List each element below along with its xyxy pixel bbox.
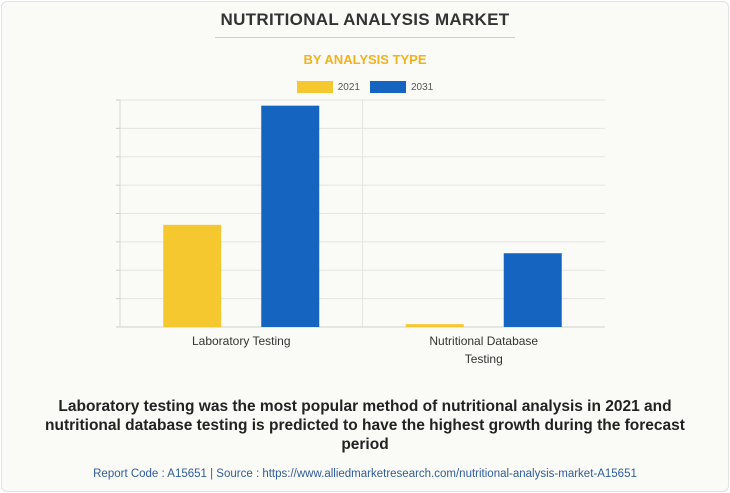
title-divider (215, 37, 515, 38)
source-footer[interactable]: Report Code : A15651 | Source : https://… (93, 468, 637, 480)
legend: 2021 2031 (0, 80, 730, 94)
legend-swatch-2021 (296, 81, 333, 93)
legend-swatch-2031 (370, 81, 406, 93)
chart-caption: Laboratory testing was the most popular … (45, 398, 685, 453)
legend-item-2031[interactable]: 2031 (370, 80, 433, 94)
bar-chart: Laboratory Testing Nutritional Database Te… (116, 99, 605, 366)
legend-item-2021[interactable]: 2021 (296, 80, 360, 94)
bar-2021-0 (163, 224, 222, 327)
bar-2031-0 (261, 105, 320, 327)
chart-subtitle: BY ANALYSIS TYPE (303, 52, 427, 67)
legend-label-2021: 2021 (337, 81, 360, 93)
x-tick-label: Nutritional Database Testing (429, 334, 538, 366)
chart-title: NUTRITIONAL ANALYSIS MARKET (220, 10, 510, 29)
bar-2031-1 (503, 253, 562, 327)
x-tick-label: Laboratory Testing (192, 334, 291, 348)
legend-label-2031: 2031 (411, 81, 434, 93)
bar-2021-1 (405, 324, 464, 327)
